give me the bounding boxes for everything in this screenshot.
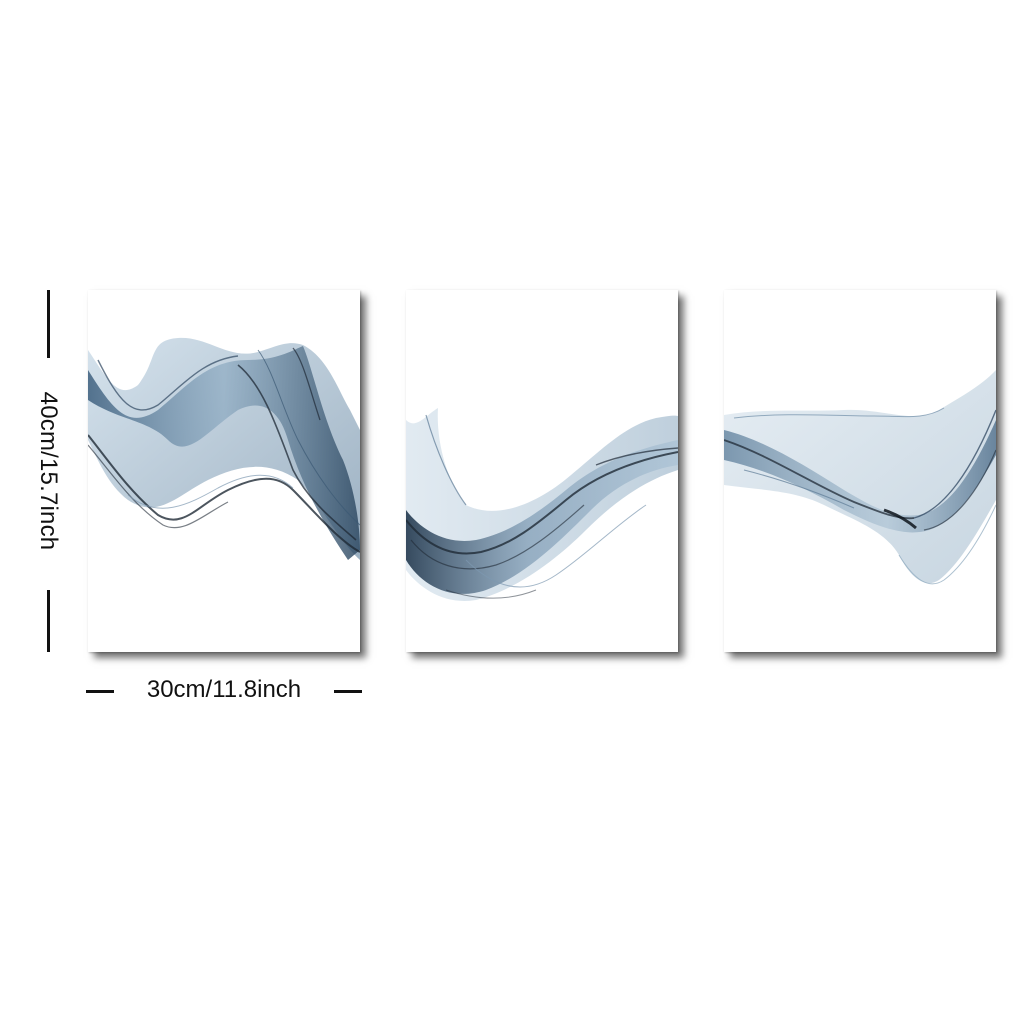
canvas-panel-middle — [406, 290, 678, 652]
canvas-panel-left — [88, 290, 360, 652]
width-dimension-label: 30cm/11.8inch — [146, 676, 302, 703]
height-dimension-label: 40cm/15.7inch — [35, 391, 62, 551]
width-dimension-line-left — [86, 690, 114, 693]
height-dimension: 40cm/15.7inch — [26, 290, 70, 652]
width-dimension-line-right — [334, 690, 362, 693]
width-dimension: 30cm/11.8inch — [86, 676, 362, 706]
height-dimension-line-bottom — [47, 590, 50, 652]
abstract-ink-artwork-left — [88, 290, 360, 652]
canvas-panel-right — [724, 290, 996, 652]
abstract-ink-artwork-middle — [406, 290, 678, 652]
abstract-ink-artwork-right — [724, 290, 996, 652]
height-dimension-line-top — [47, 290, 50, 358]
